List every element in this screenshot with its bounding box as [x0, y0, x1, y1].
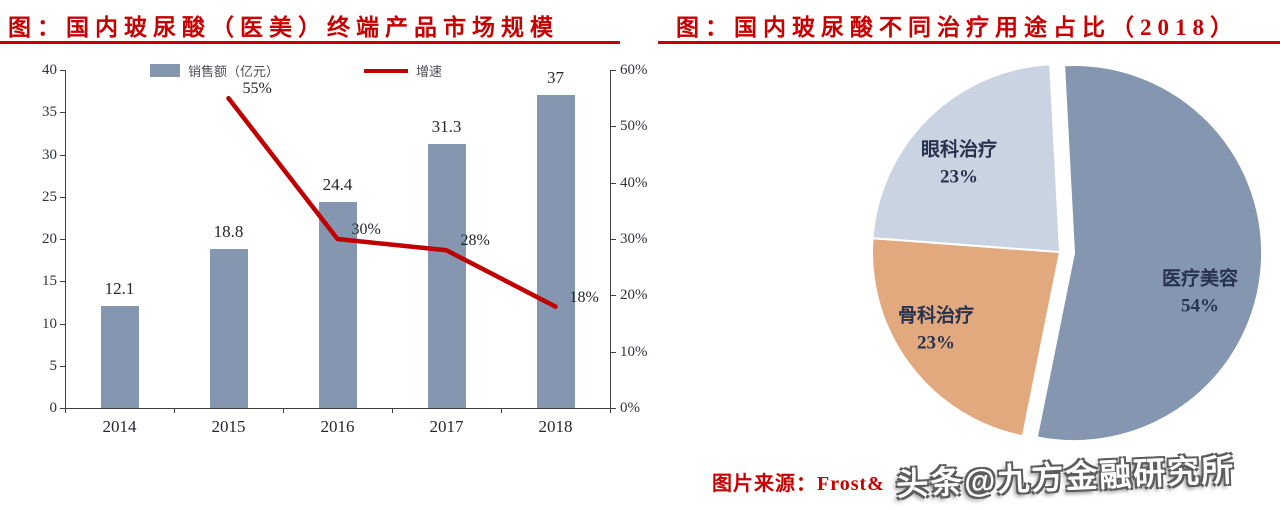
y-tick-right [611, 182, 616, 184]
legend-bar-swatch [150, 64, 180, 77]
growth-line [226, 95, 558, 309]
line-value-label: 30% [351, 221, 381, 238]
y-axis-left-label: 5 [49, 357, 58, 374]
x-axis-label: 2014 [102, 417, 137, 436]
y-tick-right [611, 239, 616, 240]
bar-value-label: 31.3 [431, 116, 462, 136]
y-axis-left-label: 0 [49, 400, 58, 416]
bar [536, 95, 575, 408]
line-value-label: 28% [460, 232, 490, 250]
pie-slice-pct: 23% [939, 166, 978, 187]
y-axis-left-label: 15 [42, 273, 57, 290]
y-tick-left [60, 239, 65, 240]
pie-slice-label: 医疗美容 54% [1162, 266, 1238, 319]
chart-legend: 销售额（亿元） 增速 [150, 61, 442, 80]
pie-slice-ophthalmic-treatment [871, 63, 1062, 254]
x-axis-label: 2018 [538, 417, 573, 436]
legend-line-swatch [364, 68, 409, 73]
y-axis-right-label: 60% [620, 62, 648, 78]
x-axis-label: 2016 [320, 417, 355, 436]
line-value-label: 55% [242, 80, 272, 98]
x-tick [610, 408, 611, 413]
x-axis-label: 2017 [429, 417, 464, 436]
source-caption: 图片来源：Frost& [712, 473, 885, 495]
legend-bar-label: 销售额（亿元） [188, 64, 280, 79]
y-tick-left [60, 408, 65, 409]
y-axis-right-label: 20% [620, 287, 648, 304]
right-chart-title: 图：国内玻尿酸不同治疗用途占比（2018） [676, 15, 1239, 40]
y-axis-right-label: 30% [620, 231, 648, 247]
pie-slice-name: 眼科治疗 [920, 139, 998, 161]
bar-value-label: 37 [547, 68, 564, 88]
bar-value-label: 24.4 [322, 174, 353, 194]
watermark: 头条@九方金融研究所 [895, 451, 1236, 503]
pie-slice-label: 骨科治疗 23% [898, 303, 974, 356]
x-tick [392, 408, 393, 413]
y-tick-left [60, 323, 65, 325]
bar [209, 249, 248, 408]
bar [100, 305, 139, 408]
pie-slice-medical-aesthetics [1035, 64, 1264, 443]
legend-line-label: 增速 [416, 64, 443, 79]
pie-svg [871, 63, 1264, 443]
x-tick [65, 408, 66, 413]
y-tick-left [60, 281, 65, 283]
y-tick-left [60, 112, 65, 114]
y-tick-left [60, 196, 65, 198]
y-axis-right-label: 50% [620, 118, 648, 135]
y-axis-right-label: 40% [620, 174, 648, 191]
y-tick-right [611, 70, 616, 71]
treatment-share-pie-chart: 医疗美容 54% 骨科治疗 23% 眼科治疗 23% [860, 50, 1270, 450]
y-axis-left-label: 25 [42, 188, 57, 205]
bar-value-label: 18.8 [213, 222, 244, 242]
pie-slice-pct: 23% [916, 332, 955, 353]
y-tick-right [611, 351, 616, 353]
x-tick [283, 408, 284, 413]
x-tick [174, 408, 175, 413]
y-axis-left [65, 70, 66, 408]
y-tick-right [611, 295, 616, 297]
y-axis-left-label: 30 [42, 146, 57, 163]
y-axis-left-label: 40 [42, 62, 57, 78]
pie-slice-pct: 54% [1180, 295, 1219, 316]
y-tick-right [611, 126, 616, 128]
right-title-underline [658, 41, 1280, 44]
bar-value-label: 12.1 [104, 278, 135, 298]
pie-slice-name: 医疗美容 [1161, 268, 1239, 290]
pie-slice-label: 眼科治疗 23% [921, 137, 997, 190]
left-chart-title: 图：国内玻尿酸（医美）终端产品市场规模 [8, 15, 559, 40]
y-tick-left [60, 154, 65, 156]
pie-slice-orthopedic-treatment [871, 237, 1062, 438]
growth-line-svg [226, 95, 558, 309]
pie-slice-name: 骨科治疗 [897, 305, 975, 327]
y-axis-right [610, 70, 611, 408]
y-tick-left [60, 365, 65, 367]
y-axis-left-label: 35 [42, 104, 57, 121]
y-axis-left-label: 20 [42, 231, 57, 247]
bar [427, 143, 466, 408]
line-value-label: 18% [569, 288, 599, 306]
y-axis-right-label: 0% [620, 400, 640, 416]
x-axis [65, 408, 611, 409]
y-tick-left [60, 70, 65, 71]
left-title-underline [0, 41, 620, 44]
x-tick [501, 408, 502, 413]
market-size-chart: 销售额（亿元） 增速 40 35 30 25 20 15 10 5 0 60% 50% 40% 30% 2… [0, 55, 700, 455]
y-axis-left-label: 10 [42, 315, 57, 332]
y-axis-right-label: 10% [620, 343, 648, 360]
y-tick-right [611, 408, 616, 409]
x-axis-label: 2015 [211, 417, 246, 436]
